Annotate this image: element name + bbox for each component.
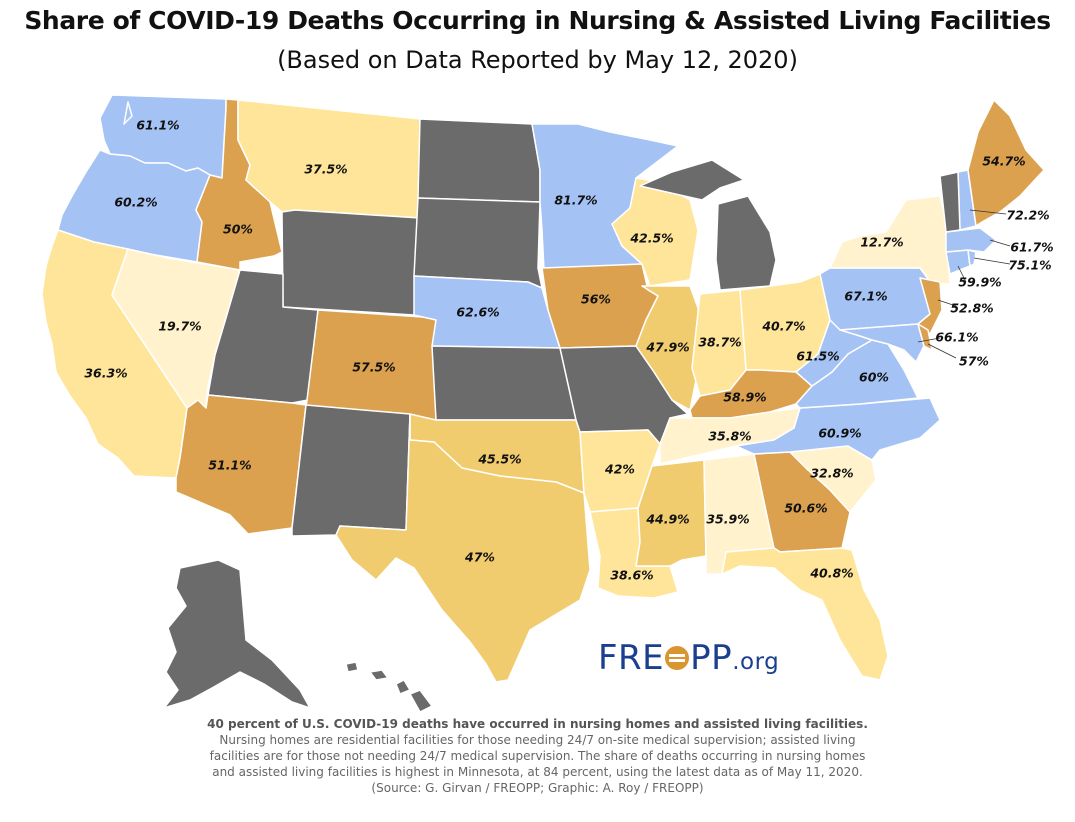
state-label-mn: 81.7% xyxy=(554,193,597,208)
state-label-mt: 37.5% xyxy=(304,162,347,177)
caption-body: Nursing homes are residential facilities… xyxy=(209,733,866,795)
map-subtitle: (Based on Data Reported by May 12, 2020) xyxy=(277,46,798,74)
state-label-co: 57.5% xyxy=(352,360,395,375)
state-sd xyxy=(413,197,543,289)
state-label-ky: 58.9% xyxy=(723,390,766,405)
state-label-md: 66.1% xyxy=(935,330,978,345)
state-nd xyxy=(417,118,541,203)
state-label-va: 60% xyxy=(859,370,889,385)
state-label-ny: 12.7% xyxy=(860,235,903,250)
state-label-ga: 50.6% xyxy=(784,501,827,516)
state-ak xyxy=(163,559,311,709)
state-label-nj: 52.8% xyxy=(950,301,993,316)
state-label-al: 35.9% xyxy=(706,512,749,527)
state-label-wa: 61.1% xyxy=(136,118,179,133)
state-ma xyxy=(945,227,997,253)
leader-line-ri xyxy=(973,257,1011,265)
state-label-ar: 42% xyxy=(604,462,635,477)
state-label-ne: 62.6% xyxy=(456,305,499,320)
leader-line-nj xyxy=(937,299,957,307)
state-label-wv: 61.5% xyxy=(796,349,839,364)
state-label-ms: 44.9% xyxy=(645,512,689,527)
state-label-nh: 72.2% xyxy=(1006,208,1049,223)
state-label-id: 50% xyxy=(223,222,253,237)
map-title: Share of COVID-19 Deaths Occurring in Nu… xyxy=(24,6,1051,35)
state-label-ok: 45.5% xyxy=(477,452,521,467)
state-vt xyxy=(939,171,961,233)
state-label-tn: 35.8% xyxy=(708,429,751,444)
freopp-logo: FRE PP.org xyxy=(598,638,780,678)
state-de xyxy=(917,323,933,351)
state-label-la: 38.6% xyxy=(610,568,653,583)
state-label-wi: 42.5% xyxy=(629,231,673,246)
state-label-nv: 19.7% xyxy=(158,319,201,334)
caption-lead: 40 percent of U.S. COVID-19 deaths have … xyxy=(207,717,868,731)
state-label-or: 60.2% xyxy=(114,195,157,210)
caption: 40 percent of U.S. COVID-19 deaths have … xyxy=(200,716,875,796)
leader-line-ma xyxy=(989,239,1011,247)
state-label-ma: 61.7% xyxy=(1010,240,1053,255)
state-label-il: 47.9% xyxy=(645,340,689,355)
state-label-nc: 60.9% xyxy=(818,426,861,441)
state-nj xyxy=(917,277,943,335)
state-ut xyxy=(207,269,319,404)
state-label-ct: 59.9% xyxy=(958,275,1001,290)
state-ct xyxy=(945,249,971,275)
state-nm xyxy=(291,404,411,537)
state-fl xyxy=(721,547,889,681)
state-label-oh: 40.7% xyxy=(761,319,805,334)
state-tx xyxy=(335,413,591,683)
state-wy xyxy=(281,209,421,316)
state-label-in: 38.7% xyxy=(698,335,741,350)
state-label-ca: 36.3% xyxy=(84,366,127,381)
state-hi xyxy=(345,661,433,713)
state-wi xyxy=(611,177,699,287)
logo-equals-icon xyxy=(665,646,690,670)
state-mi xyxy=(639,159,777,291)
state-label-pa: 67.1% xyxy=(844,289,887,304)
leader-line-md xyxy=(917,337,941,343)
state-me xyxy=(967,99,1045,227)
state-label-ri: 75.1% xyxy=(1008,258,1051,273)
state-label-az: 51.1% xyxy=(208,458,251,473)
state-label-fl: 40.8% xyxy=(809,566,853,581)
state-label-ia: 56% xyxy=(581,292,611,307)
state-label-me: 54.7% xyxy=(982,154,1025,169)
state-ks xyxy=(431,345,577,421)
state-label-sc: 32.8% xyxy=(810,466,853,481)
leader-line-de xyxy=(927,343,957,359)
state-label-de: 57% xyxy=(959,354,989,369)
state-label-tx: 47% xyxy=(464,550,495,565)
leader-line-nh xyxy=(969,209,1007,215)
leader-line-ct xyxy=(957,265,967,283)
state-il xyxy=(635,285,701,411)
